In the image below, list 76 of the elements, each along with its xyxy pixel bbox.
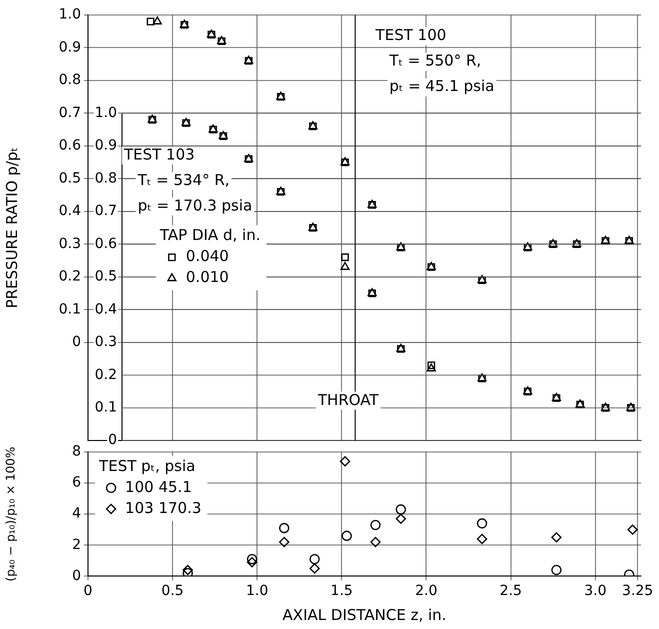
y-tick-label: 8	[72, 444, 81, 460]
y-tick-label: 1.0	[58, 6, 81, 23]
point	[426, 363, 436, 372]
y-tick-label: 6	[72, 474, 82, 491]
annotation: Tₜ = 534° R,	[136, 170, 230, 189]
point	[246, 554, 258, 564]
point	[309, 563, 320, 574]
point	[551, 532, 562, 543]
point	[279, 536, 290, 548]
x-tick-label: 1.5	[330, 583, 353, 600]
y-tick-label: 0.3	[58, 236, 81, 252]
annotation: Tₜ = 550° R,	[388, 52, 482, 70]
legend-label: 0.010	[186, 268, 229, 286]
point	[476, 534, 488, 544]
y-axis-title: (p₄₀ − p₁₀)/p₁₀ × 100%	[3, 446, 18, 582]
point	[152, 16, 162, 24]
x-tick-label: 3.25	[622, 583, 654, 600]
x-tick-label: 0.5	[161, 583, 184, 600]
y-tick-label: 0	[72, 334, 81, 350]
y2-tick-label: 0.9	[94, 138, 117, 154]
y-tick-label: 0	[72, 568, 81, 584]
point	[396, 504, 406, 515]
y2-tick-label: 0.8	[94, 170, 117, 186]
annotation: pₜ = 170.3 psia	[138, 196, 252, 214]
point	[309, 554, 320, 564]
x-axis-title: AXIAL DISTANCE z, in.	[282, 606, 446, 624]
x-tick-label: 3.0	[584, 583, 606, 600]
y2-tick-label: 0.7	[94, 203, 117, 220]
point	[341, 253, 349, 262]
y2-tick-label: 0.4	[94, 301, 118, 318]
y-tick-label: 0.8	[58, 72, 81, 88]
y-tick-label: 0.2	[58, 268, 81, 285]
y-tick-label: 0.7	[58, 104, 81, 121]
y-tick-label: 0.5	[58, 170, 81, 186]
point	[342, 530, 352, 541]
y-tick-label: 0.9	[58, 39, 81, 56]
legend-label: 103 170.3	[125, 498, 202, 517]
point	[427, 361, 436, 370]
y2-tick-label: 0.2	[94, 366, 117, 383]
legend-label: 0.040	[186, 247, 229, 266]
y-tick-label: 0.4	[58, 203, 82, 220]
point	[340, 456, 350, 466]
point	[370, 520, 381, 530]
legend-title: TEST pₜ, psia	[98, 456, 196, 475]
y-tick-label: 4	[72, 506, 82, 522]
point	[476, 518, 488, 529]
y2-tick-label: 0.6	[94, 236, 118, 252]
point	[627, 524, 638, 535]
x-tick-label: 1.0	[246, 583, 268, 600]
y-tick-label: 0.1	[58, 301, 81, 318]
annotation: TEST 100	[374, 26, 446, 44]
y-axis-title: PRESSURE RATIO p/pₜ	[2, 147, 21, 308]
point	[551, 564, 562, 576]
point	[182, 564, 193, 576]
x-tick-label: 0	[84, 583, 92, 600]
annotation: pₜ = 45.1 psia	[389, 77, 494, 96]
ref-line-label: THROAT	[316, 391, 380, 410]
y2-tick-label: 0.1	[94, 400, 117, 416]
x-tick-label: 2.5	[500, 583, 522, 600]
point	[340, 262, 350, 270]
y-tick-label: 2	[72, 536, 81, 553]
point	[246, 557, 258, 568]
annotation: TEST 103	[122, 145, 195, 164]
y2-tick-label: 1.0	[94, 104, 117, 121]
point	[396, 514, 406, 524]
y2-tick-label: 0.3	[94, 334, 117, 350]
legend-title: TAP DIA d, in.	[158, 226, 260, 244]
point	[182, 568, 193, 576]
point	[279, 522, 290, 534]
point	[146, 18, 154, 26]
point	[370, 536, 381, 548]
x-tick-label: 2.0	[415, 583, 438, 600]
y2-tick-label: 0	[108, 432, 117, 448]
y-tick-label: 0.6	[58, 138, 82, 154]
y2-tick-label: 0.5	[94, 268, 117, 285]
legend-label: 100 45.1	[125, 478, 192, 496]
